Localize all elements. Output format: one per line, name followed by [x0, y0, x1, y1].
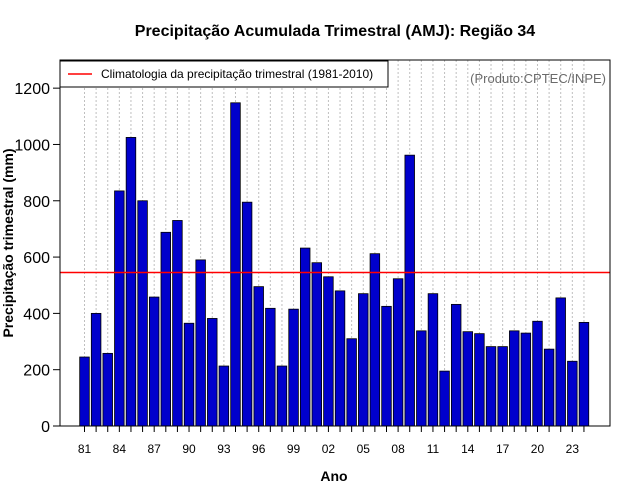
y-tick-label: 1200	[14, 81, 50, 98]
bar-08	[392, 278, 404, 427]
bar-94	[230, 102, 241, 427]
bar-15	[474, 333, 485, 427]
y-tick-label: 200	[23, 363, 50, 380]
bar-81	[79, 356, 90, 427]
x-tick-label: 02	[322, 442, 336, 456]
bar-07	[381, 305, 392, 427]
x-tick-label: 11	[427, 442, 440, 456]
bar-83	[102, 352, 113, 427]
bar-13	[450, 303, 462, 427]
legend: Climatologia da precipitação trimestral …	[59, 60, 389, 88]
bar-17	[497, 346, 508, 427]
bar-92	[207, 318, 218, 427]
bar-93	[218, 365, 230, 427]
bar-20	[532, 320, 543, 427]
bar-97	[265, 307, 276, 427]
y-tick-label: 600	[23, 250, 50, 267]
x-tick-label: 23	[566, 442, 580, 456]
x-axis-label: Ano	[320, 468, 347, 484]
bar-99	[288, 308, 299, 427]
x-tick-label: 20	[531, 442, 545, 456]
grid-layer	[84, 60, 585, 426]
bar-96	[253, 286, 264, 427]
x-tick-label: 96	[252, 442, 266, 456]
y-tick-label: 1000	[14, 137, 50, 154]
y-axis-label: Precipitação trimestral (mm)	[0, 148, 16, 337]
bar-88	[160, 231, 172, 427]
bar-10	[416, 330, 427, 427]
source-note: (Produto:CPTEC/INPE)	[470, 71, 606, 86]
bar-82	[90, 312, 102, 427]
x-tick-label: 08	[391, 442, 405, 456]
bar-90	[183, 322, 195, 427]
bar-87	[148, 296, 160, 427]
bar-19	[520, 332, 532, 427]
legend-box	[59, 60, 389, 88]
x-tick-label: 81	[78, 442, 92, 456]
bar-14	[462, 331, 473, 427]
y-tick-label: 400	[23, 306, 50, 323]
bar-89	[172, 220, 183, 427]
bar-01	[311, 262, 323, 427]
x-tick-label: 87	[148, 442, 162, 456]
bar-05	[358, 293, 369, 427]
bar-24	[578, 321, 590, 427]
bar-04	[346, 338, 357, 427]
bar-09	[404, 154, 415, 427]
x-tick-label: 17	[496, 442, 510, 456]
bar-84	[114, 190, 125, 427]
x-tick-label: 90	[182, 442, 196, 456]
bar-91	[195, 259, 206, 427]
bars-layer	[79, 102, 590, 427]
bar-23	[567, 360, 578, 427]
x-tick-label: 84	[113, 442, 127, 456]
y-axis: 0 200 400 600 800 1000 1200	[14, 81, 60, 436]
bar-16	[485, 346, 497, 427]
x-axis: 81 84 87 90 93 96 99 02 05 08 11 14 17 20 23	[78, 426, 585, 456]
chart-title: Precipitação Acumulada Trimestral (AMJ):…	[135, 23, 536, 40]
bar-00	[299, 247, 311, 427]
y-tick-label: 800	[23, 194, 50, 211]
bar-85	[125, 137, 137, 427]
x-tick-label: 99	[287, 442, 301, 456]
legend-label: Climatologia da precipitação trimestral …	[101, 67, 373, 81]
bar-98	[276, 365, 288, 427]
bar-18	[509, 330, 520, 427]
bar-03	[334, 290, 346, 427]
bar-86	[137, 200, 148, 427]
y-tick-label: 0	[41, 419, 50, 436]
x-tick-label: 93	[217, 442, 231, 456]
bar-02	[323, 276, 334, 427]
bar-12	[439, 370, 450, 427]
plot-frame	[59, 59, 611, 427]
bar-06	[369, 253, 381, 427]
bar-95	[241, 201, 253, 427]
bar-11	[427, 293, 439, 427]
bar-22	[555, 297, 566, 427]
x-tick-label: 14	[461, 442, 475, 456]
bar-21	[543, 348, 555, 427]
x-tick-label: 05	[357, 442, 371, 456]
